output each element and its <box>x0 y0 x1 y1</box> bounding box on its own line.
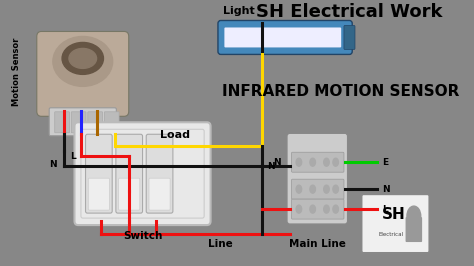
FancyBboxPatch shape <box>118 178 140 210</box>
Ellipse shape <box>407 206 421 226</box>
FancyBboxPatch shape <box>88 178 109 210</box>
Text: L: L <box>382 205 387 214</box>
Ellipse shape <box>296 185 301 193</box>
Text: Line: Line <box>209 239 233 249</box>
Ellipse shape <box>333 158 338 166</box>
FancyBboxPatch shape <box>37 31 129 116</box>
FancyBboxPatch shape <box>149 178 170 210</box>
FancyBboxPatch shape <box>74 122 210 225</box>
Text: L: L <box>70 152 75 161</box>
FancyBboxPatch shape <box>49 108 116 136</box>
Text: N: N <box>273 158 281 167</box>
Ellipse shape <box>69 48 97 68</box>
FancyBboxPatch shape <box>224 27 341 47</box>
Text: N: N <box>382 185 389 194</box>
FancyBboxPatch shape <box>88 112 102 133</box>
Ellipse shape <box>333 205 338 213</box>
FancyBboxPatch shape <box>406 217 422 242</box>
Text: Motion Sensor: Motion Sensor <box>12 37 21 106</box>
Ellipse shape <box>324 158 329 166</box>
Ellipse shape <box>324 185 329 193</box>
FancyBboxPatch shape <box>292 199 344 219</box>
Text: SH: SH <box>382 207 405 222</box>
FancyBboxPatch shape <box>71 112 86 133</box>
Text: Load: Load <box>160 130 190 140</box>
FancyBboxPatch shape <box>116 134 143 213</box>
Ellipse shape <box>296 205 301 213</box>
Text: Light: Light <box>223 6 255 16</box>
Text: SH Electrical Work: SH Electrical Work <box>256 2 443 20</box>
FancyBboxPatch shape <box>104 112 119 133</box>
Ellipse shape <box>310 158 315 166</box>
Ellipse shape <box>296 158 301 166</box>
Ellipse shape <box>310 185 315 193</box>
FancyBboxPatch shape <box>81 129 204 218</box>
FancyBboxPatch shape <box>344 26 355 49</box>
FancyBboxPatch shape <box>85 134 112 213</box>
Text: Switch: Switch <box>123 231 162 241</box>
Ellipse shape <box>62 43 103 74</box>
FancyBboxPatch shape <box>218 20 352 55</box>
Text: E: E <box>382 158 388 167</box>
Text: Main Line: Main Line <box>289 239 346 249</box>
Ellipse shape <box>310 205 315 213</box>
FancyBboxPatch shape <box>287 133 347 224</box>
FancyBboxPatch shape <box>146 134 173 213</box>
Ellipse shape <box>324 205 329 213</box>
Ellipse shape <box>53 36 113 86</box>
FancyBboxPatch shape <box>361 194 429 253</box>
Ellipse shape <box>333 185 338 193</box>
FancyBboxPatch shape <box>292 152 344 172</box>
Text: N: N <box>267 162 274 171</box>
Text: Electrical: Electrical <box>378 232 403 236</box>
Text: N: N <box>49 160 57 169</box>
Text: INFRARED MOTION SENSOR: INFRARED MOTION SENSOR <box>221 84 459 99</box>
FancyBboxPatch shape <box>55 112 69 133</box>
FancyBboxPatch shape <box>292 179 344 199</box>
